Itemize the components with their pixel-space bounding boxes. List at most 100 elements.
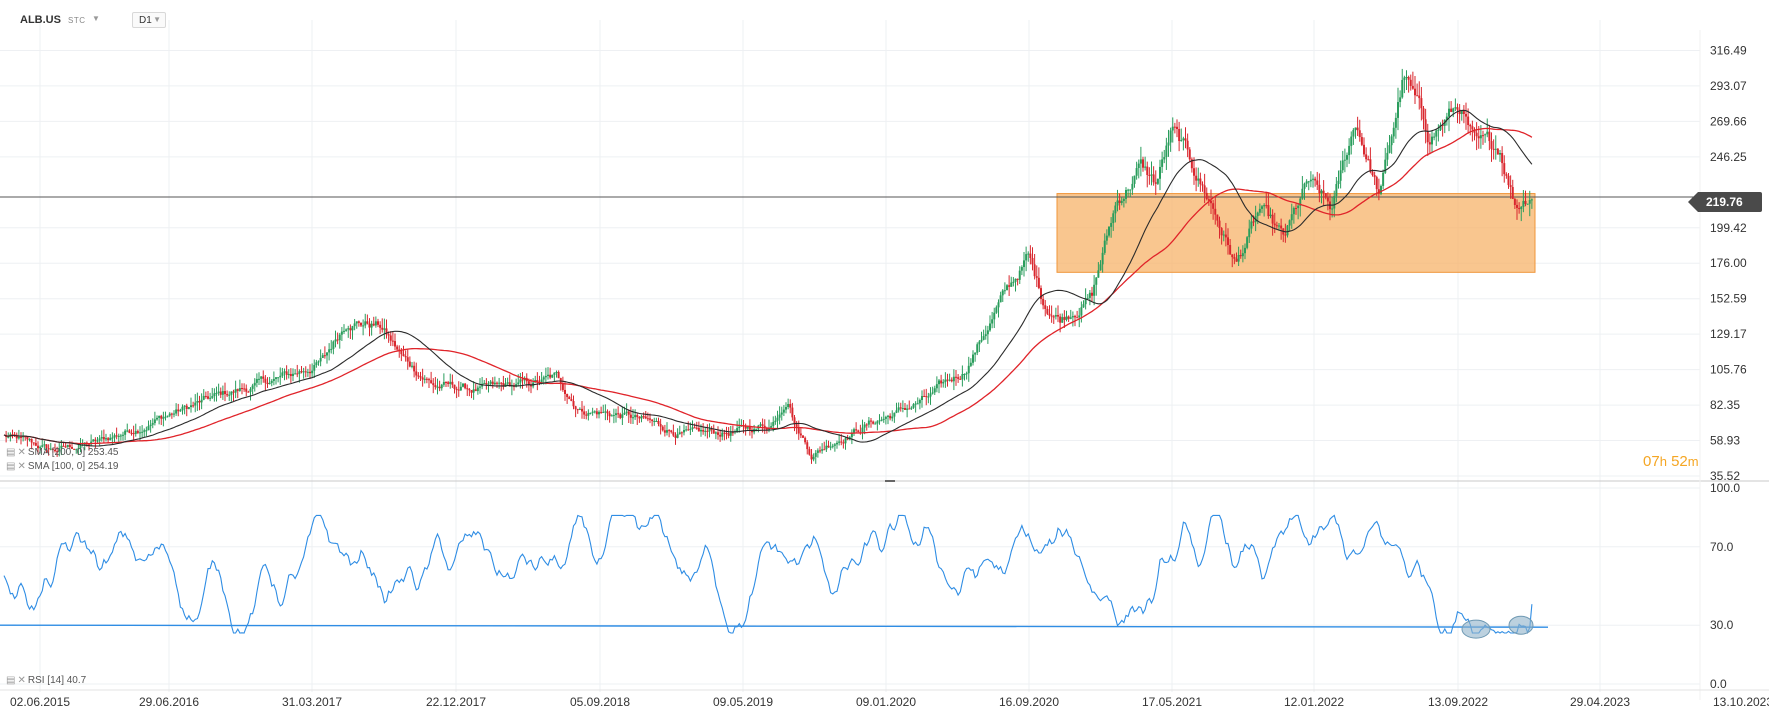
candle-body [944, 379, 947, 382]
candle-body [283, 371, 286, 373]
instrument-type-label[interactable]: STC [68, 16, 86, 25]
candle-body [77, 448, 80, 450]
x-tick-label: 16.09.2020 [999, 695, 1059, 709]
candle-body [1307, 181, 1310, 183]
candle-body [1105, 235, 1108, 241]
candle-body [381, 327, 384, 330]
candle-body [377, 321, 379, 325]
candle-body [831, 445, 834, 447]
candle-body [867, 420, 870, 425]
candle-body [1042, 298, 1045, 306]
candle-body [755, 428, 758, 430]
candle-body [209, 397, 212, 399]
candle-body [17, 436, 20, 439]
candle-body [812, 456, 815, 460]
candle-body [1199, 178, 1202, 185]
candle-body [1382, 172, 1385, 186]
candle-body [445, 382, 447, 384]
symbol-label[interactable]: ALB.US [20, 14, 61, 26]
timeframe-select[interactable]: D1 ▼ [132, 12, 166, 28]
candle-body [353, 323, 356, 327]
candle-body [37, 445, 39, 449]
candle-body [417, 375, 420, 377]
candle-body [1190, 159, 1193, 169]
candle-body [921, 396, 923, 400]
candle-body [572, 401, 575, 407]
candle-body [1303, 183, 1306, 189]
candle-body [68, 444, 71, 448]
candle-body [1186, 140, 1189, 150]
candle-body [969, 362, 972, 366]
y-tick-label: 246.25 [1710, 150, 1747, 164]
candle-body [1503, 163, 1506, 175]
candle-body [1528, 200, 1531, 204]
candle-body [1241, 253, 1244, 257]
candle-body [663, 430, 666, 433]
candle-body [623, 412, 626, 415]
candle-body [1265, 205, 1268, 207]
legend-rsi[interactable]: ▤ ✕ RSI [14] 40.7 [6, 675, 86, 686]
candle-body [1354, 127, 1357, 130]
close-icon[interactable]: ✕ [17, 675, 26, 686]
candle-body [1120, 200, 1123, 203]
rsi-highlight-marker [1508, 615, 1534, 635]
candle-body [723, 432, 726, 434]
candle-body [906, 408, 909, 410]
candle-body [234, 389, 237, 393]
candle-body [1188, 149, 1191, 160]
candle-body [710, 429, 713, 431]
candle-body [1346, 155, 1348, 160]
candle-body [1035, 276, 1038, 278]
candle-body [506, 382, 509, 384]
candle-body [1322, 190, 1325, 194]
candle-body [207, 396, 209, 399]
candle-body [1082, 304, 1085, 308]
candle-body [1184, 138, 1187, 141]
candle-body [493, 382, 496, 385]
candle-body [102, 437, 105, 440]
close-icon[interactable]: ✕ [17, 461, 26, 472]
candle-body [362, 325, 365, 327]
candle-body [551, 374, 554, 378]
candle-body [736, 428, 739, 432]
candle-body [838, 441, 841, 443]
candle-body [680, 432, 683, 434]
candle-body [51, 448, 54, 451]
candle-body [1388, 145, 1391, 153]
candle-body [931, 392, 934, 394]
candle-body [313, 365, 316, 371]
candle-body [984, 334, 987, 337]
candle-body [117, 435, 120, 437]
chevron-down-icon[interactable]: ▼ [92, 14, 100, 23]
candle-body [1435, 130, 1438, 137]
rsi-y-tick-label: 0.0 [1710, 677, 1727, 691]
candle-body [1456, 107, 1459, 110]
candle-body [693, 427, 696, 429]
candle-body [1193, 168, 1195, 176]
candle-body [670, 430, 673, 433]
candle-body [41, 445, 44, 447]
candle-body [583, 411, 586, 415]
candle-body [253, 382, 256, 386]
legend-sma-200[interactable]: ▤ ✕ SMA [200, 0] 253.45 [6, 447, 118, 458]
candle-body [1224, 234, 1227, 238]
candle-body [802, 435, 804, 438]
candle-body [1020, 267, 1023, 271]
candle-body [7, 436, 10, 438]
close-icon[interactable]: ✕ [17, 447, 26, 458]
candle-body [600, 411, 603, 413]
list-icon: ▤ [6, 447, 16, 458]
candle-body [897, 407, 900, 411]
candle-body [585, 414, 588, 416]
candle-body [266, 382, 269, 385]
candle-body [1314, 178, 1317, 181]
candle-body [181, 406, 184, 411]
candle-body [761, 424, 764, 426]
candle-body [1142, 159, 1144, 168]
candle-body [587, 412, 590, 416]
candle-body [107, 438, 110, 441]
candle-body [160, 415, 163, 419]
legend-sma-100[interactable]: ▤ ✕ SMA [100, 0] 254.19 [6, 461, 118, 472]
candle-body [147, 426, 150, 431]
rsi-y-tick-label: 30.0 [1710, 618, 1734, 632]
